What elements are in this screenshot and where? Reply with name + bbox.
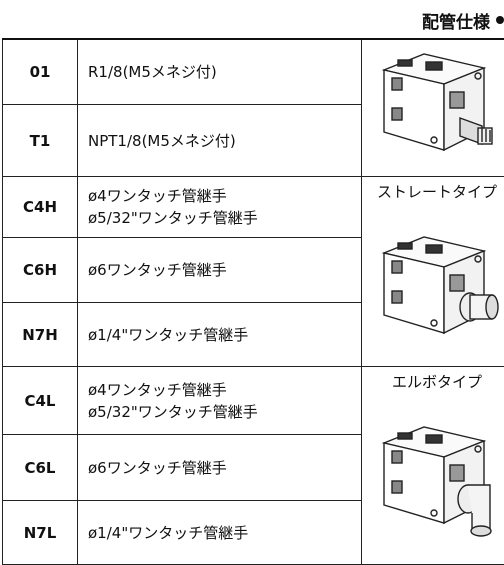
description-line: ø5/32"ワンタッチ管継手 xyxy=(88,401,351,423)
description-cell: NPT1/8(M5メネジ付) xyxy=(78,105,362,177)
description-line: ø1/4"ワンタッチ管継手 xyxy=(88,324,351,346)
description-line: ø6ワンタッチ管継手 xyxy=(88,457,351,479)
description-line: ø5/32"ワンタッチ管継手 xyxy=(88,207,351,229)
description-cell: R1/8(M5メネジ付) xyxy=(78,39,362,105)
header-title: 配管仕様 xyxy=(422,8,490,33)
description-line: R1/8(M5メネジ付) xyxy=(88,61,351,83)
code-cell: N7H xyxy=(3,303,78,367)
description-cell: ø6ワンタッチ管継手 xyxy=(78,238,362,303)
code-cell: 01 xyxy=(3,39,78,105)
image-cell: ストレートタイプ xyxy=(362,177,504,367)
type-label: ストレートタイプ xyxy=(362,181,504,203)
code-cell: C4L xyxy=(3,367,78,435)
description-cell: ø1/4"ワンタッチ管継手 xyxy=(78,303,362,367)
table-row: 01 R1/8(M5メネジ付) xyxy=(3,39,504,105)
image-box xyxy=(362,40,504,176)
description-cell: ø6ワンタッチ管継手 xyxy=(78,435,362,501)
type-label: エルボタイプ xyxy=(362,371,504,393)
description-line: ø4ワンタッチ管継手 xyxy=(88,185,351,207)
code-cell: C6H xyxy=(3,238,78,303)
code-cell: C6L xyxy=(3,435,78,501)
description-cell: ø1/4"ワンタッチ管継手 xyxy=(78,501,362,565)
device-illustration xyxy=(362,223,504,353)
image-cell xyxy=(362,39,504,177)
device-illustration xyxy=(362,40,504,170)
description-line: NPT1/8(M5メネジ付) xyxy=(88,130,351,152)
image-box xyxy=(362,395,504,549)
image-cell: エルボタイプ xyxy=(362,367,504,565)
description-line: ø1/4"ワンタッチ管継手 xyxy=(88,522,351,544)
device-illustration xyxy=(362,413,504,543)
image-box xyxy=(362,205,504,359)
description-line: ø6ワンタッチ管継手 xyxy=(88,259,351,281)
description-line: ø4ワンタッチ管継手 xyxy=(88,379,351,401)
code-cell: T1 xyxy=(3,105,78,177)
bullet xyxy=(496,16,504,24)
code-cell: N7L xyxy=(3,501,78,565)
code-cell: C4H xyxy=(3,177,78,238)
